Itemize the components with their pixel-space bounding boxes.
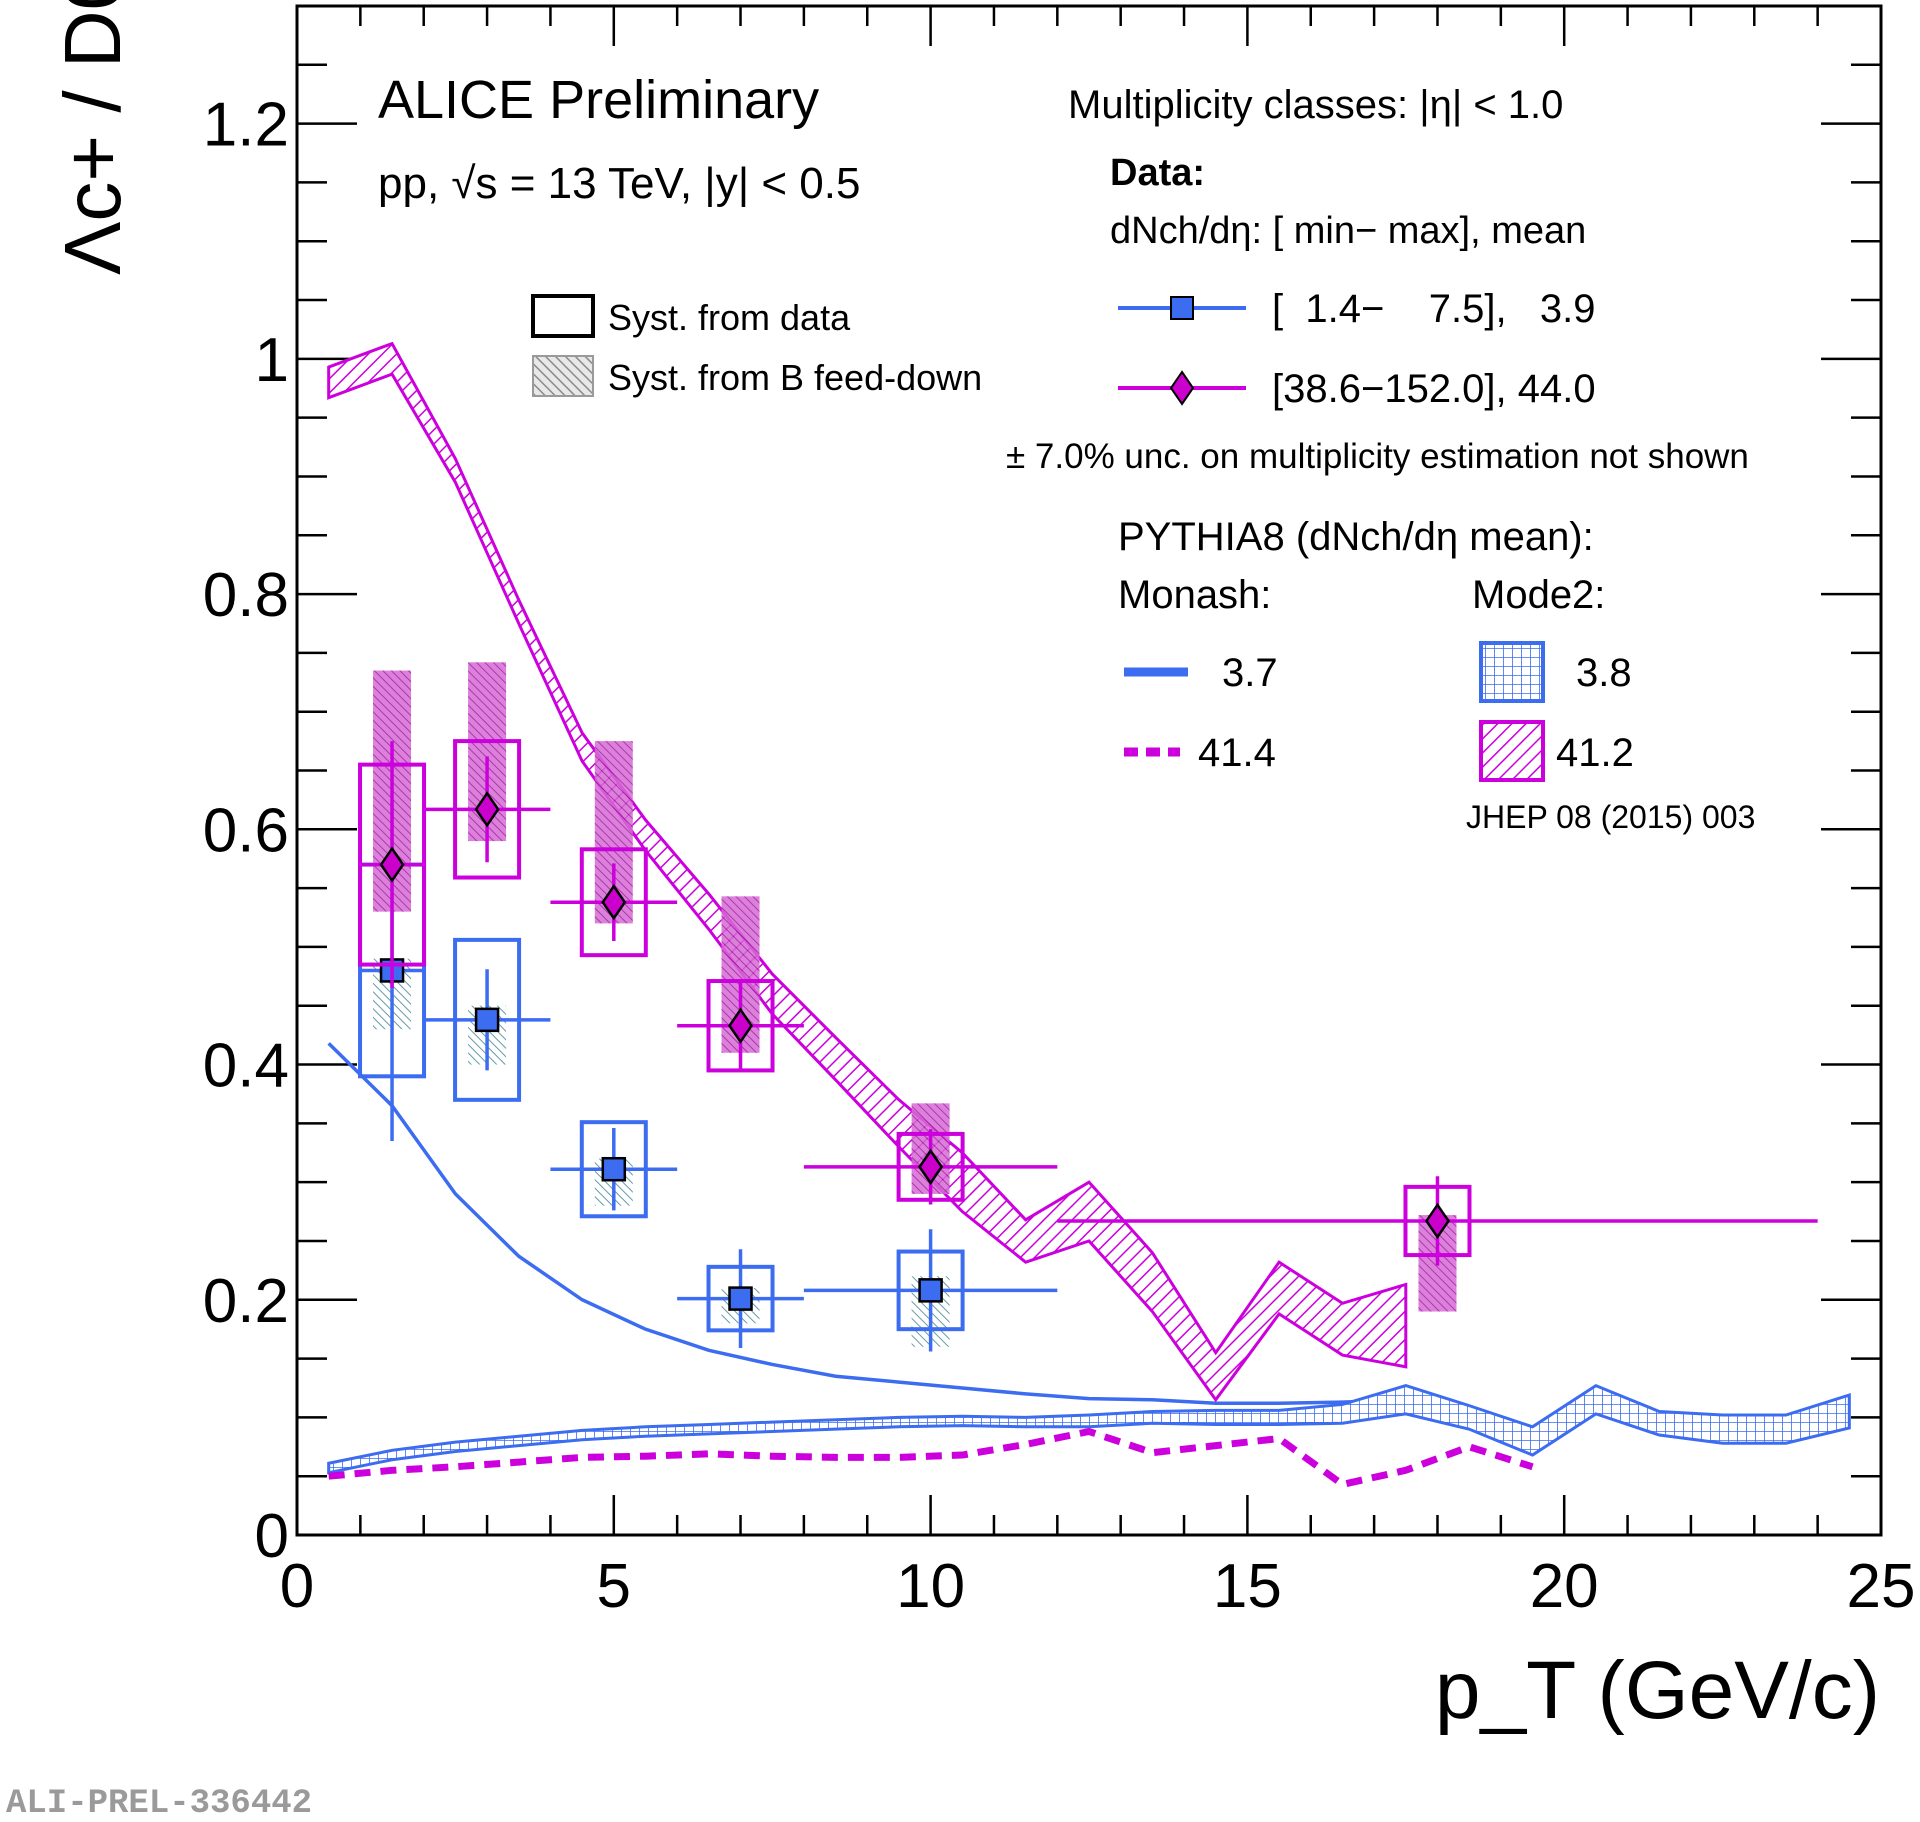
legend-mode2-low-box [1479, 641, 1545, 703]
y-tick-label: 0.2 [203, 1267, 289, 1336]
data-point [474, 1007, 500, 1033]
y-tick-label: 0.4 [203, 1032, 289, 1101]
y-tick-label: 0.6 [203, 796, 289, 865]
x-tick-label: 5 [597, 1552, 631, 1621]
x-tick-label: 0 [280, 1552, 314, 1621]
y-axis-title: Λc+ / D0 [48, 0, 137, 275]
legend-reference: JHEP 08 (2015) 003 [1466, 799, 1755, 835]
x-tick-label: 25 [1847, 1552, 1916, 1621]
legend: Multiplicity classes: |η| < 1.0 Data: dN… [531, 83, 1755, 835]
y-tick-label: 0 [255, 1502, 289, 1571]
legend-mode2-low: 3.8 [1576, 651, 1632, 695]
data-point [728, 1007, 754, 1044]
x-tick-label: 10 [896, 1552, 965, 1621]
legend-data-label: Data: [1110, 152, 1205, 194]
legend-note: ± 7.0% unc. on multiplicity estimation n… [1006, 437, 1749, 476]
data-point [918, 1148, 944, 1186]
chart-title: ALICE Preliminary [378, 70, 819, 130]
data-point [601, 1156, 627, 1182]
model-line [328, 1427, 1534, 1489]
data-point [918, 1278, 943, 1303]
legend-mode2-label: Mode2: [1472, 573, 1605, 617]
chart-subtitle-text: pp, √s = 13 TeV, |y| < 0.5 [378, 159, 860, 208]
model-band [327, 341, 1408, 1403]
model-band [327, 1383, 1851, 1475]
data-point [728, 1286, 753, 1311]
legend-columns-label: dNch/dη: [ min− max], mean [1110, 210, 1586, 252]
legend-entry-low: [ 1.4− 7.5], 3.9 [1272, 287, 1596, 331]
chart-subtitle: pp, √s = 13 TeV, |y| < 0.5 [378, 159, 860, 208]
legend-mode2-high: 41.2 [1556, 731, 1634, 775]
axes: 0 5 10 15 20 25 0 0.2 0.4 0.6 0.8 1 1.2 [203, 4, 1916, 1621]
data-point [379, 846, 405, 883]
legend-monash-label: Monash: [1118, 573, 1271, 617]
data-point [474, 791, 500, 828]
data-point [1424, 1202, 1450, 1240]
legend-mode2-high-box [1479, 720, 1545, 782]
legend-pythia-label: PYTHIA8 (dNch/dη mean): [1118, 515, 1594, 559]
legend-syst-data-box [531, 294, 595, 338]
x-axis-title: p_T (GeV/c) [1435, 1645, 1880, 1736]
legend-marker-high [1169, 370, 1195, 406]
legend-monash-high: 41.4 [1198, 731, 1276, 775]
y-tick-label: 1 [255, 326, 289, 395]
legend-header: Multiplicity classes: |η| < 1.0 [1068, 83, 1563, 127]
legend-monash-low: 3.7 [1222, 651, 1278, 695]
plot-frame [295, 4, 1883, 1537]
x-tick-label: 20 [1530, 1552, 1599, 1621]
model-curves [327, 341, 1851, 1489]
legend-entry-high: [38.6−152.0], 44.0 [1272, 367, 1596, 411]
legend-syst-fd: Syst. from B feed-down [608, 357, 982, 398]
data-point [601, 884, 627, 921]
legend-syst-data: Syst. from data [608, 297, 851, 338]
legend-marker-low [1170, 296, 1194, 320]
y-tick-label: 0.8 [203, 561, 289, 630]
watermark: ALI-PREL-336442 [6, 1785, 312, 1822]
data-points [358, 662, 1818, 1352]
x-tick-label: 15 [1213, 1552, 1282, 1621]
y-tick-label: 1.2 [203, 91, 289, 160]
legend-syst-fd-box [532, 355, 594, 397]
